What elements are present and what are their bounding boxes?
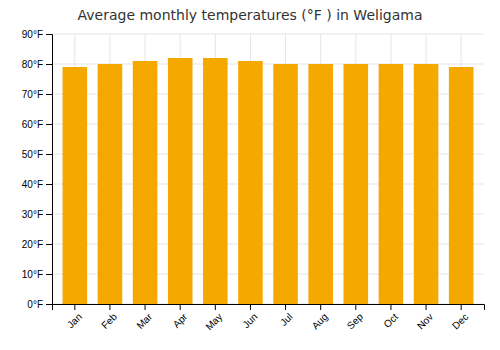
x-tick-label: Sep: [345, 311, 366, 332]
y-tick-mark: [46, 184, 52, 185]
grid: [52, 34, 484, 304]
y-tick: 70°F: [22, 89, 52, 100]
y-tick-label: 20°F: [22, 239, 43, 250]
x-tick-label: Oct: [381, 311, 400, 330]
bar: [63, 67, 88, 304]
y-axis: 0°F 10°F 20°F 30°F 40°F 50°F 60°F 70°F 80°F 90°F: [22, 29, 53, 310]
y-tick-mark: [46, 214, 52, 215]
x-tick-label: Nov: [415, 311, 435, 331]
y-tick: 0°F: [27, 299, 52, 310]
x-tick-label: Apr: [171, 311, 190, 330]
bar: [273, 64, 298, 304]
x-tick-mark: [426, 304, 427, 310]
y-axis-line: [46, 35, 53, 305]
x-axis-line: [53, 305, 485, 311]
x-tick: Jan: [65, 304, 84, 330]
x-tick-label: Jun: [240, 311, 259, 330]
y-tick: 90°F: [22, 29, 52, 40]
y-tick-label: 80°F: [22, 59, 43, 70]
x-tick-mark: [180, 304, 181, 310]
x-tick: Jul: [278, 304, 295, 328]
bar: [168, 58, 193, 304]
x-tick-label: Dec: [450, 311, 470, 331]
bar: [98, 64, 123, 304]
x-tick-mark: [74, 304, 75, 310]
y-tick-label: 40°F: [22, 179, 43, 190]
plot: 0°F 10°F 20°F 30°F 40°F 50°F 60°F 70°F 80°F 90°F J…: [22, 29, 485, 333]
bar: [449, 67, 474, 304]
y-tick-label: 0°F: [27, 299, 43, 310]
chart: Average monthly temperatures (°F ) in We…: [0, 0, 500, 350]
x-axis: Jan Feb Mar Apr May Jun Jul Aug Sep Oct Nov Dec: [53, 304, 485, 332]
x-tick-label: Mar: [134, 311, 154, 331]
y-tick: 10°F: [22, 269, 52, 280]
bar: [133, 61, 158, 304]
y-tick: 50°F: [22, 149, 52, 160]
x-tick: Jun: [240, 304, 259, 330]
x-tick-label: Aug: [310, 311, 330, 331]
x-tick-label: May: [203, 311, 224, 332]
y-tick: 80°F: [22, 59, 52, 70]
x-tick-mark: [285, 304, 286, 310]
y-tick-label: 10°F: [22, 269, 43, 280]
x-tick: Aug: [310, 304, 330, 331]
x-tick: May: [203, 304, 224, 332]
x-tick-mark: [355, 304, 356, 310]
x-tick-mark: [250, 304, 251, 310]
bar: [414, 64, 439, 304]
y-tick-label: 30°F: [22, 209, 43, 220]
y-tick-mark: [46, 244, 52, 245]
y-grid-line: [52, 34, 484, 35]
y-tick-mark: [46, 94, 52, 95]
bar: [379, 64, 404, 304]
x-tick-label: Jul: [278, 311, 295, 328]
x-tick: Apr: [171, 304, 190, 330]
bar: [203, 58, 228, 304]
y-tick: 60°F: [22, 119, 52, 130]
y-tick-label: 50°F: [22, 149, 43, 160]
title: Average monthly temperatures (°F ) in We…: [78, 7, 423, 23]
x-tick: Nov: [415, 304, 435, 331]
x-tick-mark: [109, 304, 110, 310]
x-tick: Oct: [381, 304, 400, 330]
y-tick-label: 90°F: [22, 29, 43, 40]
x-tick-mark: [390, 304, 391, 310]
bar: [344, 64, 369, 304]
x-tick-label: Feb: [99, 311, 119, 331]
x-tick-mark: [320, 304, 321, 310]
y-tick: 20°F: [22, 239, 52, 250]
y-tick-mark: [46, 274, 52, 275]
y-tick-label: 70°F: [22, 89, 43, 100]
bar: [238, 61, 263, 304]
y-tick: 30°F: [22, 209, 52, 220]
y-tick-mark: [46, 124, 52, 125]
y-tick-mark: [46, 64, 52, 65]
y-tick-label: 60°F: [22, 119, 43, 130]
y-tick-mark: [46, 154, 52, 155]
x-tick: Sep: [345, 304, 366, 331]
x-tick: Dec: [450, 304, 470, 331]
x-tick-mark: [461, 304, 462, 310]
bars: [63, 58, 474, 304]
x-tick: Mar: [134, 304, 154, 331]
bar: [308, 64, 333, 304]
x-tick-mark: [145, 304, 146, 310]
x-tick-mark: [215, 304, 216, 310]
y-tick-mark: [46, 34, 52, 35]
x-tick: Feb: [99, 304, 119, 331]
x-tick-label: Jan: [65, 311, 84, 330]
y-tick-mark: [46, 304, 52, 305]
y-tick: 40°F: [22, 179, 52, 190]
